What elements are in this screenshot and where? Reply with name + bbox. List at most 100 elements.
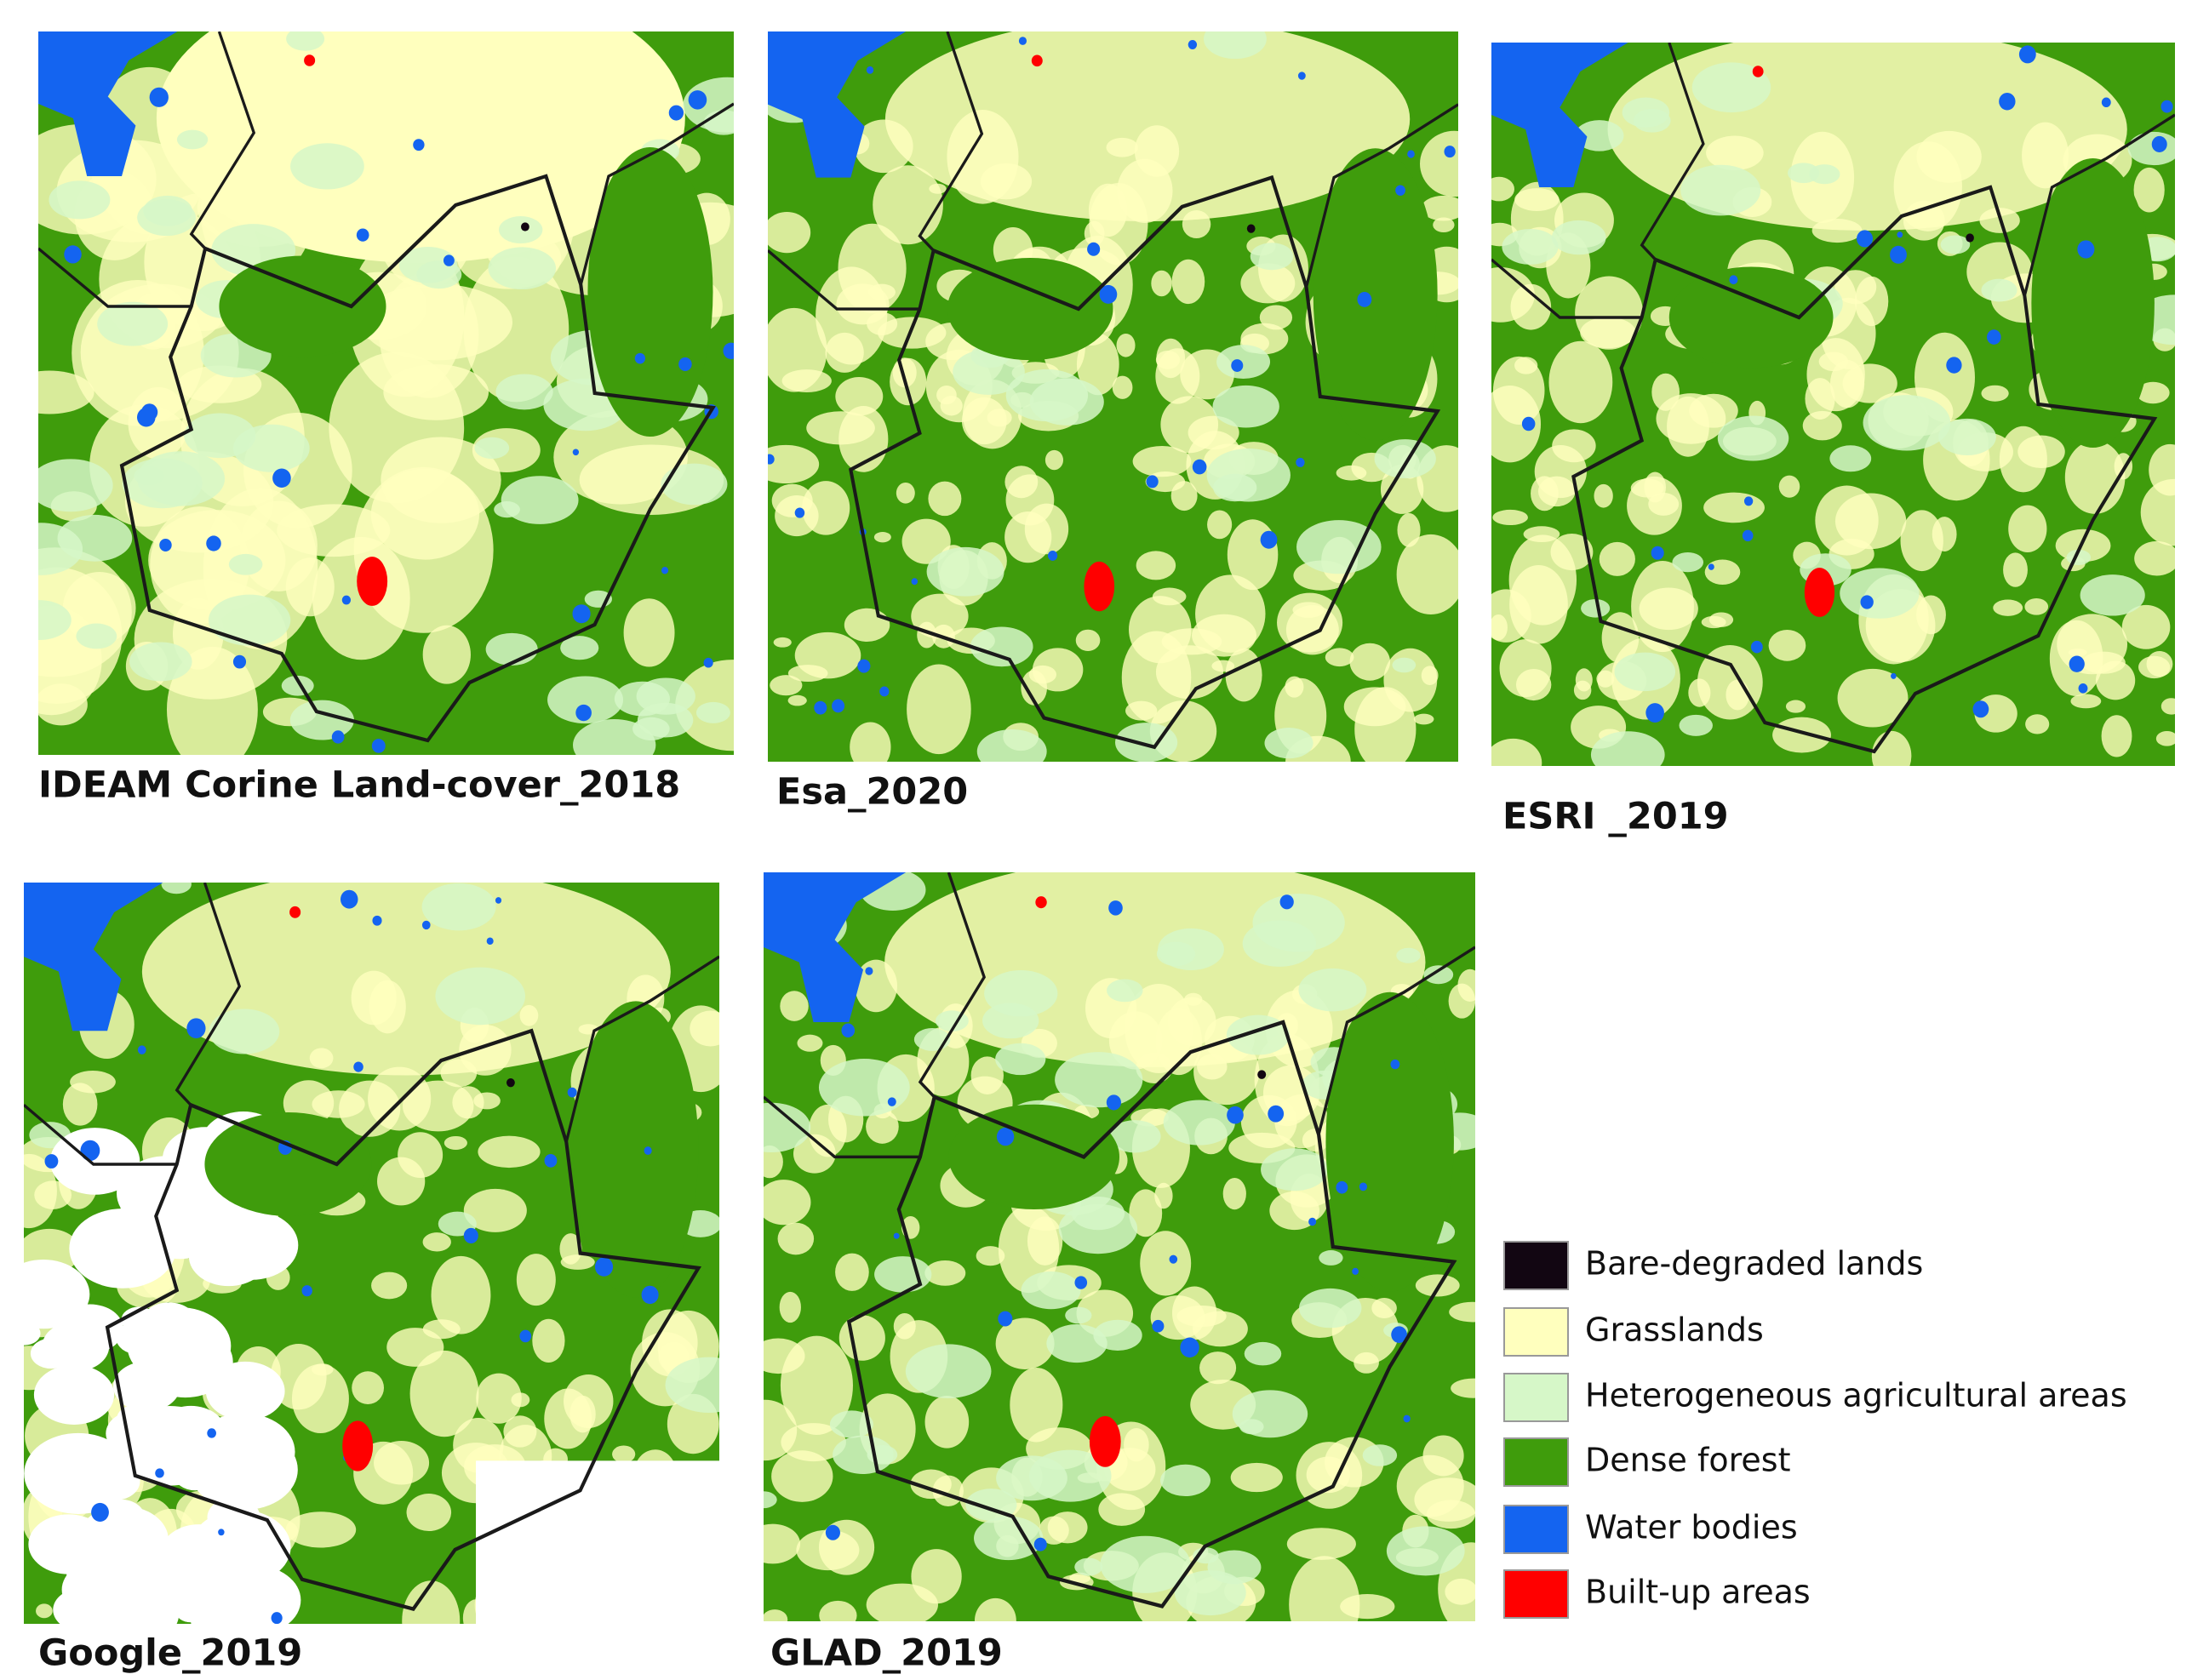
- water-speck: [857, 659, 871, 673]
- water-speck: [644, 1146, 652, 1155]
- grassland-patch: [1277, 592, 1343, 653]
- boundary: [105, 1028, 701, 1612]
- agriculture-patch: [2080, 574, 2145, 616]
- grassland-patch: [285, 1511, 357, 1548]
- grassland-patch: [1132, 445, 1192, 477]
- grassland-patch: [38, 370, 94, 414]
- grassland-patch: [1039, 1516, 1069, 1545]
- legend-swatch: [1503, 1241, 1569, 1290]
- agriculture-patch: [974, 1516, 1044, 1561]
- built-up-area: [357, 557, 388, 606]
- grassland-patch: [1155, 645, 1223, 700]
- grassland-patch: [1837, 668, 1909, 728]
- grassland-patch: [976, 1246, 1005, 1266]
- forest-patch: [2031, 158, 2155, 448]
- grassland-patch: [2136, 381, 2170, 404]
- grassland-patch: [1129, 1189, 1163, 1237]
- agriculture-patch: [1055, 1052, 1143, 1108]
- boundary: [1317, 946, 1475, 1135]
- grassland-patch: [1651, 373, 1680, 411]
- water-speck: [794, 507, 805, 518]
- grassland-patch: [764, 1609, 788, 1621]
- water-speck: [575, 704, 592, 722]
- agriculture-patch: [833, 1435, 894, 1475]
- water-speck: [1857, 230, 1874, 248]
- grassland-patch: [1834, 270, 1877, 305]
- boundary: [24, 1103, 177, 1166]
- grassland-patch: [2140, 478, 2175, 546]
- boundary: [764, 1095, 920, 1159]
- grassland-patch: [961, 397, 1007, 445]
- grassland-patch: [947, 110, 1019, 204]
- built-up-area: [342, 1420, 374, 1471]
- water-speck: [271, 1612, 283, 1624]
- agriculture-patch: [984, 970, 1058, 1017]
- legend-label: Bare-degraded lands: [1585, 1245, 1923, 1283]
- grassland-patch: [1171, 259, 1205, 305]
- legend-swatch: [1503, 1505, 1569, 1554]
- grassland-patch: [844, 608, 890, 643]
- water-speck: [1987, 329, 2001, 345]
- grassland-patch: [770, 675, 803, 696]
- agriculture-patch: [76, 623, 117, 649]
- lake: [38, 31, 178, 176]
- grassland-patch: [970, 1056, 1004, 1094]
- grassland-patch: [503, 1415, 537, 1448]
- agriculture-patch: [208, 594, 291, 646]
- grassland-patch: [1089, 182, 1148, 266]
- grassland-patch: [1286, 1528, 1356, 1560]
- agriculture-patch: [1174, 1570, 1246, 1616]
- grassland-patch: [1515, 669, 1552, 701]
- agriculture-patch: [1581, 598, 1611, 618]
- grassland-patch: [478, 1135, 541, 1169]
- grassland-patch: [1534, 444, 1588, 499]
- boundary: [119, 174, 716, 743]
- water-speck: [1972, 700, 1989, 718]
- boundary: [918, 31, 984, 252]
- water-speck: [1146, 475, 1159, 489]
- grassland-patch: [473, 1092, 501, 1110]
- agriculture-patch: [1680, 164, 1761, 216]
- land-cover-map: [1491, 43, 2175, 766]
- grassland-patch: [623, 598, 675, 667]
- agriculture-patch: [1392, 657, 1417, 673]
- no-data-patch: [476, 1460, 719, 1624]
- water-speck: [1260, 530, 1278, 549]
- grassland-patch: [1125, 700, 1158, 721]
- grassland-patch: [1010, 1367, 1063, 1443]
- grassland-patch: [764, 1523, 801, 1564]
- grassland-patch: [1150, 1295, 1205, 1340]
- grassland-patch: [764, 1145, 783, 1179]
- grassland-patch: [835, 377, 884, 416]
- panel-label: GLAD_2019: [770, 1632, 1003, 1675]
- grassland-patch: [1024, 503, 1069, 555]
- no-data-patch: [77, 1506, 169, 1574]
- grassland-patch: [781, 369, 832, 392]
- water-speck: [443, 254, 455, 266]
- grassland-patch: [2070, 694, 2102, 709]
- grassland-patch: [1706, 135, 1764, 171]
- grassland-patch: [1999, 426, 2047, 493]
- water-speck: [1391, 1326, 1407, 1344]
- water-speck: [1743, 496, 1754, 506]
- agriculture-patch: [1252, 894, 1345, 952]
- legend-label: Water bodies: [1585, 1509, 1798, 1546]
- grassland-patch: [1414, 1477, 1475, 1522]
- water-speck: [668, 105, 684, 121]
- grassland-patch: [1076, 333, 1119, 396]
- land-cover-map: [24, 883, 719, 1624]
- grassland-patch: [2161, 698, 2175, 715]
- water-speck: [149, 87, 169, 107]
- grassland-patch: [422, 1232, 451, 1252]
- grassland-patch: [1492, 509, 1528, 526]
- built-up-area: [1752, 66, 1764, 77]
- forest-patch: [1668, 266, 1834, 369]
- no-data-patch: [129, 1323, 160, 1346]
- grassland-patch: [1027, 1216, 1063, 1266]
- water-speck: [341, 595, 352, 605]
- agriculture-patch: [57, 514, 133, 562]
- agriculture-patch: [1590, 731, 1665, 766]
- water-speck: [544, 1153, 558, 1168]
- agriculture-patch: [1160, 1464, 1211, 1497]
